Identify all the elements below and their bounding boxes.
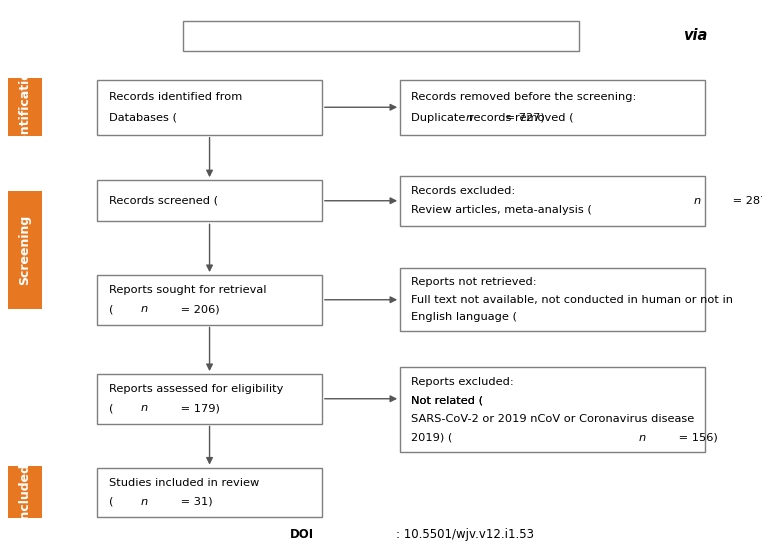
Text: = 206): = 206) <box>177 304 219 314</box>
Text: 2019) (: 2019) ( <box>411 432 453 443</box>
Text: Screening: Screening <box>18 215 31 285</box>
Text: via: via <box>683 28 707 43</box>
Text: SARS-CoV-2 or 2019 nCoV or Coronavirus disease: SARS-CoV-2 or 2019 nCoV or Coronavirus d… <box>411 414 695 424</box>
Text: Review articles, meta-analysis (: Review articles, meta-analysis ( <box>411 205 592 215</box>
FancyBboxPatch shape <box>98 374 322 424</box>
FancyBboxPatch shape <box>98 275 322 324</box>
FancyBboxPatch shape <box>8 78 42 136</box>
Text: : 10.5501/wjv.v12.i1.53: : 10.5501/wjv.v12.i1.53 <box>396 528 542 541</box>
Text: (: ( <box>109 304 113 314</box>
FancyBboxPatch shape <box>400 80 705 135</box>
Text: = 727): = 727) <box>501 113 545 123</box>
Text: Reports sought for retrieval: Reports sought for retrieval <box>109 285 266 295</box>
Text: Reports not retrieved:: Reports not retrieved: <box>411 277 537 287</box>
Text: (: ( <box>109 497 113 507</box>
Text: = 179): = 179) <box>177 403 219 413</box>
Text: n: n <box>639 432 646 443</box>
FancyBboxPatch shape <box>8 191 42 309</box>
Text: Identification of studies via databases: Identification of studies via databases <box>198 28 516 43</box>
Text: n: n <box>693 196 701 206</box>
Text: Not related (: Not related ( <box>411 395 484 405</box>
Text: = 156): = 156) <box>674 432 717 443</box>
Text: Identification: Identification <box>18 60 31 154</box>
Text: n: n <box>141 304 149 314</box>
Text: = 287): = 287) <box>729 196 762 206</box>
Text: Full text not available, not conducted in human or not in: Full text not available, not conducted i… <box>411 295 734 305</box>
FancyBboxPatch shape <box>8 466 42 518</box>
Text: Records identified from: Records identified from <box>109 92 242 102</box>
Text: Not related (: Not related ( <box>411 395 484 405</box>
Text: Reports assessed for eligibility: Reports assessed for eligibility <box>109 384 283 394</box>
FancyBboxPatch shape <box>98 180 322 221</box>
Text: n: n <box>466 113 473 123</box>
Text: Included: Included <box>18 462 31 522</box>
Text: Reports excluded:: Reports excluded: <box>411 377 514 387</box>
Text: n: n <box>141 497 149 507</box>
FancyBboxPatch shape <box>98 80 322 135</box>
Text: English language (: English language ( <box>411 312 517 322</box>
FancyBboxPatch shape <box>183 20 579 51</box>
Text: Databases (: Databases ( <box>109 113 177 123</box>
Text: (: ( <box>109 403 113 413</box>
Text: Records excluded:: Records excluded: <box>411 186 516 196</box>
Text: Records screened (: Records screened ( <box>109 196 218 206</box>
Text: DOI: DOI <box>290 528 314 541</box>
FancyBboxPatch shape <box>98 468 322 517</box>
Text: Studies included in review: Studies included in review <box>109 478 259 488</box>
FancyBboxPatch shape <box>400 367 705 452</box>
FancyBboxPatch shape <box>400 176 705 226</box>
Text: Duplicate records removed (: Duplicate records removed ( <box>411 113 574 123</box>
Text: Records removed before the screening:: Records removed before the screening: <box>411 92 637 102</box>
Text: n: n <box>141 403 149 413</box>
FancyBboxPatch shape <box>400 268 705 331</box>
Text: = 31): = 31) <box>177 497 213 507</box>
